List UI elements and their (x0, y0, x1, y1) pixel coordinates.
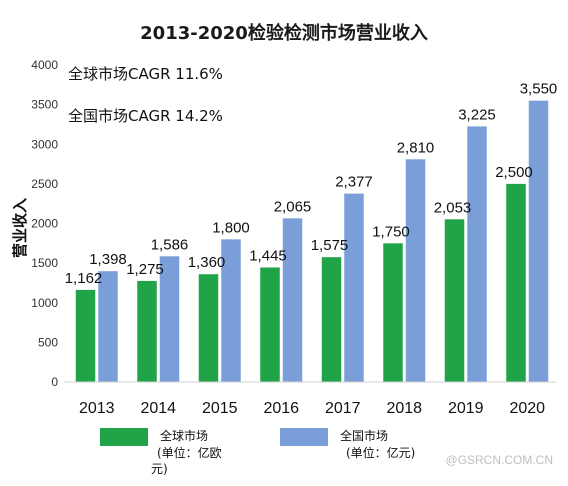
data-label-national-2015: 1,800 (212, 219, 250, 236)
y-tick-label: 3500 (31, 98, 58, 112)
data-label-national-2017: 2,377 (335, 174, 373, 191)
data-label-national-2018: 2,810 (397, 139, 435, 156)
legend-label-global: 全球市场 (160, 428, 208, 443)
x-tick-label: 2013 (79, 400, 115, 417)
legend-swatch-global (100, 428, 148, 446)
x-tick-label: 2019 (448, 400, 484, 417)
bar-national-2015 (221, 239, 241, 382)
legend: 全球市场 (单位：亿欧元) 全国市场 (单位：亿元) (100, 428, 415, 476)
bar-national-2016 (282, 218, 303, 382)
legend-unit-global: (单位：亿欧 (157, 445, 222, 460)
bar-national-2019 (467, 126, 487, 382)
legend-unit-global: 元) (151, 462, 168, 476)
chart-title: 2013-2020检验检测市场营业收入 (140, 22, 428, 44)
bar-national-2014 (159, 256, 180, 382)
legend-label-national: 全国市场 (340, 428, 388, 443)
bar-global-2018 (383, 243, 403, 382)
data-label-global-2014: 1,275 (126, 261, 164, 278)
data-label-global-2013: 1,162 (65, 270, 103, 287)
y-axis: 0 500 1000 1500 2000 2500 3000 3500 4000 (31, 58, 58, 389)
bar-national-2018 (405, 159, 426, 382)
y-tick-label: 1500 (31, 256, 58, 270)
x-tick-label: 2017 (325, 400, 361, 417)
data-label-national-2020: 3,550 (520, 81, 558, 98)
bar-global-2015 (198, 274, 219, 382)
data-label-national-2016: 2,065 (274, 198, 312, 215)
data-label-global-2020: 2,500 (495, 164, 533, 181)
y-tick-label: 500 (38, 335, 58, 349)
bars-group (75, 100, 549, 382)
bar-global-2020 (506, 183, 526, 382)
data-label-national-2019: 3,225 (458, 106, 496, 123)
legend-swatch-national (280, 428, 328, 446)
y-tick-label: 2000 (31, 217, 58, 231)
bar-national-2017 (344, 193, 364, 382)
y-axis-label: 营业收入 (11, 198, 29, 258)
data-label-global-2019: 2,053 (434, 199, 472, 216)
bar-global-2017 (321, 257, 342, 382)
cagr-annotation-national: 全国市场CAGR 14.2% (68, 107, 223, 125)
cagr-annotation-global: 全球市场CAGR 11.6% (68, 65, 223, 83)
y-tick-label: 2500 (31, 177, 58, 191)
data-label-global-2018: 1,750 (372, 223, 410, 240)
x-tick-label: 2018 (386, 400, 422, 417)
legend-unit-national: (单位：亿元) (346, 445, 415, 460)
data-label-global-2017: 1,575 (311, 237, 349, 254)
bar-global-2014 (137, 280, 157, 382)
bar-national-2020 (528, 100, 549, 382)
data-label-global-2015: 1,360 (188, 254, 226, 271)
y-tick-label: 4000 (31, 58, 58, 72)
bar-global-2016 (260, 267, 280, 382)
bar-national-2013 (98, 271, 118, 382)
x-tick-label: 2020 (509, 400, 545, 417)
data-label-global-2016: 1,445 (249, 247, 287, 264)
data-label-national-2014: 1,586 (151, 236, 189, 253)
x-tick-label: 2015 (202, 400, 238, 417)
data-label-national-2013: 1,398 (89, 251, 127, 268)
bar-global-2013 (75, 289, 96, 382)
x-tick-label: 2014 (140, 400, 176, 417)
y-tick-label: 0 (51, 375, 58, 389)
x-tick-label: 2016 (263, 400, 299, 417)
y-tick-label: 3000 (31, 137, 58, 151)
x-axis: 2013 2014 2015 2016 2017 2018 2019 2020 (79, 400, 545, 417)
bar-global-2019 (444, 219, 465, 382)
watermark: @GSRCN.COM.CN (445, 453, 553, 467)
y-tick-label: 1000 (31, 296, 58, 310)
